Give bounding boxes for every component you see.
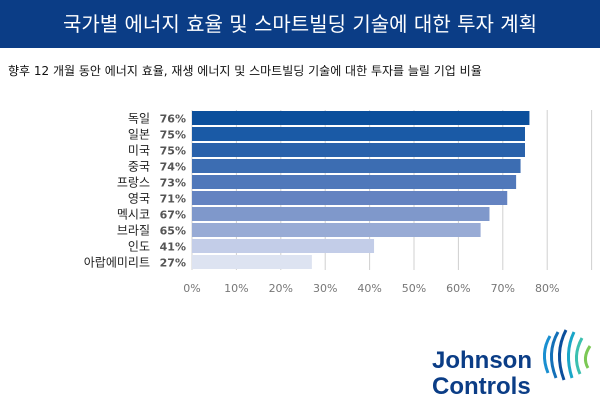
- x-tick-label: 10%: [224, 282, 248, 295]
- bar: [192, 223, 481, 237]
- category-label: 일본: [128, 128, 150, 142]
- category-label: 멕시코: [117, 208, 150, 222]
- bar: [192, 239, 375, 253]
- category-label: 영국: [128, 192, 150, 206]
- bar: [192, 127, 525, 141]
- x-tick-label: 80%: [535, 282, 559, 295]
- bar: [192, 207, 490, 221]
- logo-line2: Controls: [432, 373, 531, 400]
- category-label: 인도: [128, 240, 150, 254]
- bar: [192, 111, 530, 125]
- x-tick-label: 20%: [269, 282, 293, 295]
- value-label: 65%: [160, 225, 186, 238]
- category-label: 중국: [128, 160, 150, 174]
- value-label: 67%: [160, 209, 186, 222]
- value-label: 75%: [160, 145, 186, 158]
- value-label: 27%: [160, 257, 186, 270]
- logo-line1: Johnson: [432, 347, 532, 374]
- value-label: 71%: [160, 193, 186, 206]
- category-label: 아랍에미리트: [84, 256, 150, 270]
- category-label: 미국: [128, 144, 150, 158]
- x-tick-label: 50%: [402, 282, 426, 295]
- bar: [192, 175, 517, 189]
- value-label: 73%: [160, 177, 186, 190]
- chart-title: 국가별 에너지 효율 및 스마트빌딩 기술에 대한 투자 계획: [0, 0, 600, 48]
- chart-subtitle: 향후 12 개월 동안 에너지 효율, 재생 에너지 및 스마트빌딩 기술에 대…: [8, 64, 482, 78]
- bar: [192, 159, 521, 173]
- x-tick-label: 40%: [357, 282, 381, 295]
- value-label: 76%: [160, 113, 186, 126]
- value-label: 75%: [160, 129, 186, 142]
- x-tick-label: 0%: [183, 282, 200, 295]
- logo-mark-icon: [543, 329, 592, 381]
- x-tick-label: 70%: [491, 282, 515, 295]
- bar: [192, 191, 508, 205]
- category-label: 독일: [128, 112, 150, 126]
- x-tick-label: 30%: [313, 282, 337, 295]
- bar: [192, 143, 525, 157]
- category-label: 브라질: [117, 224, 150, 238]
- bar: [192, 255, 312, 269]
- x-tick-label: 60%: [446, 282, 470, 295]
- category-label: 프랑스: [117, 176, 150, 190]
- bar-chart: 0% 10% 20% 30% 40% 50% 60% 70% 80% 독일 76% 일본 75% 미국 75…: [84, 110, 593, 295]
- value-label: 74%: [160, 161, 186, 174]
- value-label: 41%: [160, 241, 186, 254]
- johnson-controls-logo: Johnson Controls: [432, 329, 592, 400]
